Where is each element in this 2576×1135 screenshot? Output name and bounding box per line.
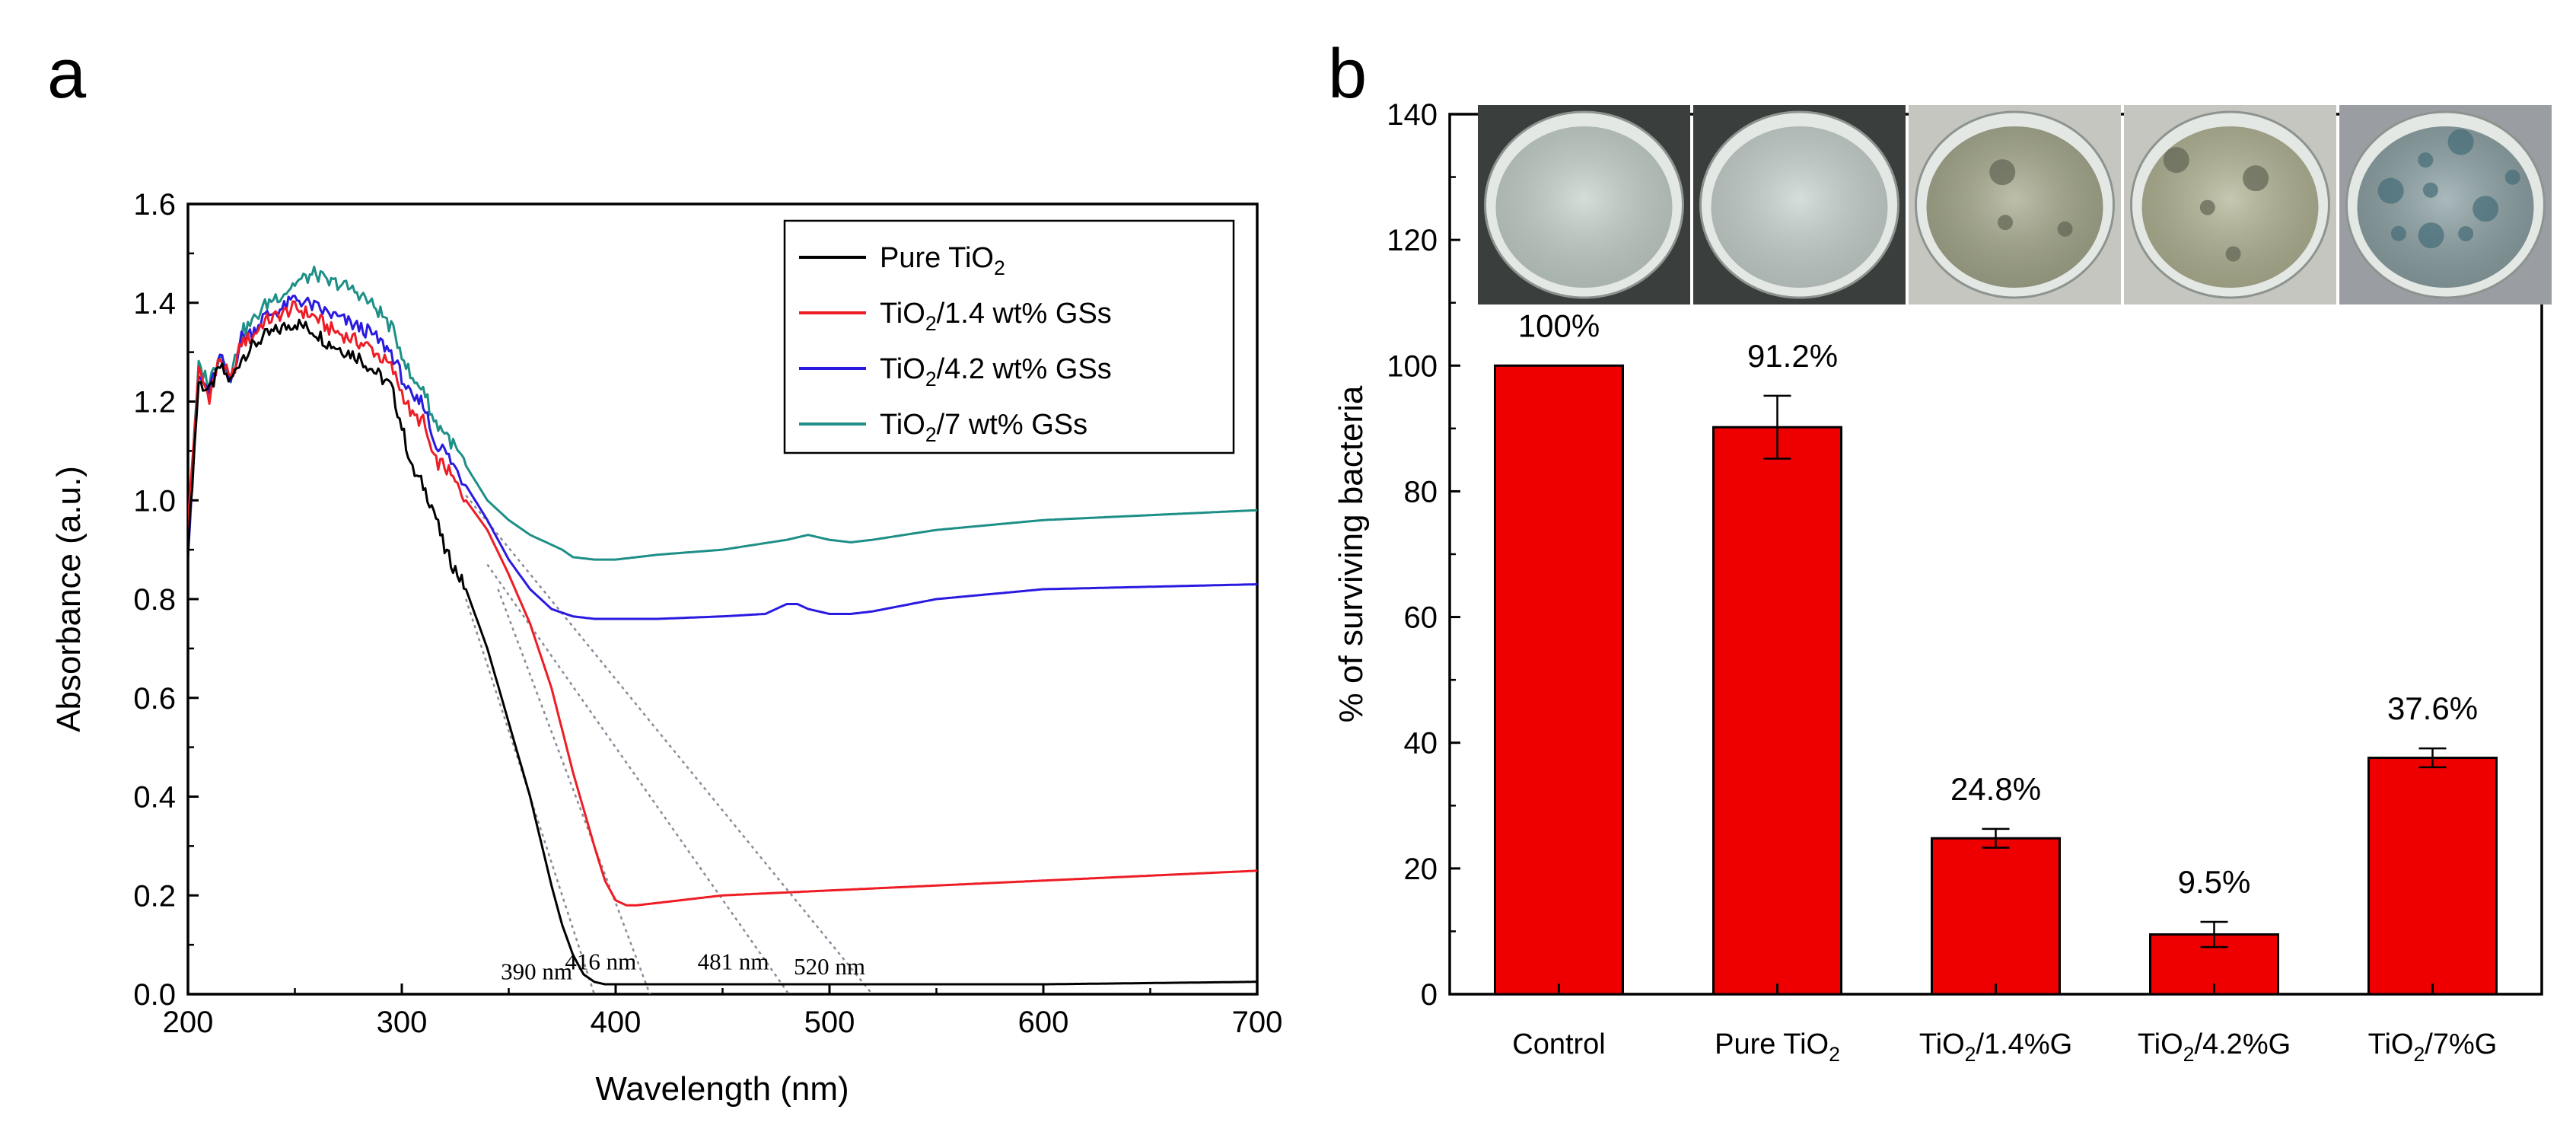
wavelength-annotation: 520 nm bbox=[794, 953, 865, 980]
legend-entry-rest: /4.2 wt% GSs bbox=[937, 353, 1112, 385]
petri-dish-photo-tio2-4-2g bbox=[2124, 105, 2336, 304]
series-line-tio2-4-2-wt-gss bbox=[188, 295, 1257, 620]
wavelength-annotation: 481 nm bbox=[698, 948, 769, 975]
y-tick-label: 40 bbox=[1404, 727, 1438, 760]
series-line-pure-tio2 bbox=[188, 318, 1257, 986]
tangent-line bbox=[486, 563, 790, 994]
legend-entry: TiO2/1.4 wt% GSs bbox=[880, 298, 1112, 335]
legend-entry-main: TiO bbox=[880, 353, 925, 385]
y-tick-label: 0.8 bbox=[133, 583, 176, 617]
bar bbox=[2367, 757, 2498, 996]
y-tick-label: 0.2 bbox=[133, 879, 176, 913]
legend-entry-rest: /7 wt% GSs bbox=[937, 409, 1088, 441]
panel-a-y-axis: 0.0 0.2 0.4 0.6 0.8 1.0 1.2 1.4 1.6 bbox=[133, 188, 199, 1012]
category-label-subscript: 2 bbox=[2183, 1043, 2195, 1066]
panel-b-x-axis: Control Pure TiO2 TiO2/1.4%G TiO2/4.2%G TiO2… bbox=[1512, 1028, 2497, 1066]
panel-a-series-lines bbox=[188, 265, 1257, 986]
y-tick-label: 1.4 bbox=[133, 287, 176, 320]
x-tick-label: 700 bbox=[1232, 1006, 1283, 1039]
bar bbox=[1494, 364, 1624, 996]
category-label: TiO2/4.2%G bbox=[2138, 1028, 2291, 1066]
series-line-tio2-7-wt-gss bbox=[188, 265, 1257, 561]
category-label-main: TiO bbox=[2138, 1028, 2183, 1060]
category-label-rest: /1.4%G bbox=[1976, 1028, 2072, 1060]
panel-b-label: b bbox=[1328, 35, 1367, 113]
x-tick-label: 400 bbox=[591, 1006, 642, 1039]
panel-b-petri-dish-photos bbox=[1478, 105, 2552, 304]
y-tick-label: 120 bbox=[1387, 224, 1438, 257]
y-tick-label: 20 bbox=[1404, 853, 1438, 886]
category-label: TiO2/1.4%G bbox=[1919, 1028, 2072, 1066]
panel-a-label: a bbox=[47, 35, 87, 113]
panel-b-bars: 100% 91.2% 24.8% 9.5% 37.6% bbox=[1494, 308, 2498, 996]
petri-dish-photo-control bbox=[1478, 105, 1690, 304]
petri-dish-photo-tio2-1-4g bbox=[1909, 105, 2121, 304]
x-tick-label: 200 bbox=[163, 1006, 214, 1039]
wavelength-annotation: 416 nm bbox=[565, 948, 636, 975]
data-label: 91.2% bbox=[1747, 338, 1838, 374]
category-label-rest: /7%G bbox=[2425, 1028, 2497, 1060]
legend-entry-main: TiO bbox=[880, 409, 925, 441]
y-tick-label: 0.0 bbox=[133, 978, 176, 1012]
y-tick-label: 1.6 bbox=[133, 188, 176, 222]
category-label-main: TiO bbox=[2368, 1028, 2414, 1060]
legend-entry-subscript: 2 bbox=[925, 312, 937, 335]
wavelength-annotation: 390 nm bbox=[501, 958, 572, 985]
series-line-tio2-1-4-wt-gss bbox=[188, 300, 1257, 907]
category-label-main: Control bbox=[1512, 1028, 1606, 1060]
y-tick-label: 0 bbox=[1421, 978, 1438, 1012]
y-tick-label: 1.0 bbox=[133, 484, 176, 518]
panel-b-y-label: % of surviving bacteria bbox=[1333, 385, 1370, 722]
legend-entry: TiO2/7 wt% GSs bbox=[880, 409, 1087, 446]
category-label-subscript: 2 bbox=[1965, 1043, 1976, 1066]
legend-entry-main: TiO bbox=[880, 298, 925, 330]
x-tick-label: 600 bbox=[1018, 1006, 1069, 1039]
panel-b-y-axis: 0 20 40 60 80 100 120 140 bbox=[1387, 98, 1460, 1012]
data-label: 9.5% bbox=[2178, 864, 2251, 900]
category-label-subscript: 2 bbox=[1829, 1043, 1840, 1066]
category-label: Control bbox=[1512, 1028, 1606, 1060]
data-label: 100% bbox=[1518, 308, 1600, 343]
legend-frame bbox=[783, 219, 1235, 454]
panel-a-x-axis: 200 300 400 500 600 700 bbox=[163, 984, 1283, 1039]
panel-b: b 0 20 40 60 80 100 120 140 100% 91.2% 24.8% 9.5% 3… bbox=[1328, 35, 2552, 1066]
y-tick-label: 100 bbox=[1387, 349, 1438, 383]
category-label-subscript: 2 bbox=[2413, 1043, 2425, 1066]
category-label-main: Pure TiO bbox=[1715, 1028, 1829, 1060]
bar bbox=[1712, 426, 1842, 996]
panel-a-tangent-lines bbox=[465, 494, 874, 994]
x-tick-label: 500 bbox=[804, 1006, 855, 1039]
panel-a: a 200 300 400 500 600 700 0.0 0.2 0.4 0.6 0.8 1.0 1… bbox=[47, 35, 1282, 1108]
panel-a-x-label: Wavelength (nm) bbox=[595, 1070, 849, 1108]
y-tick-label: 140 bbox=[1387, 98, 1438, 132]
y-tick-label: 60 bbox=[1404, 601, 1438, 635]
category-label-main: TiO bbox=[1919, 1028, 1965, 1060]
y-tick-label: 0.6 bbox=[133, 682, 176, 716]
category-label-rest: /4.2%G bbox=[2194, 1028, 2291, 1060]
x-tick-label: 300 bbox=[377, 1006, 428, 1039]
y-tick-label: 1.2 bbox=[133, 386, 176, 419]
panel-a-y-label: Absorbance (a.u.) bbox=[50, 466, 88, 732]
category-label: TiO2/7%G bbox=[2368, 1028, 2498, 1066]
petri-dish-photo-tio2-7g bbox=[2339, 105, 2552, 304]
legend-entry: Pure TiO2 bbox=[880, 242, 1005, 279]
legend-entry: TiO2/4.2 wt% GSs bbox=[880, 353, 1112, 391]
legend-entry-subscript: 2 bbox=[925, 423, 937, 446]
data-label: 24.8% bbox=[1950, 771, 2041, 807]
petri-dish-photo-pure-tio2 bbox=[1693, 105, 1906, 304]
category-label: Pure TiO2 bbox=[1715, 1028, 1840, 1066]
legend-entry-rest: /1.4 wt% GSs bbox=[937, 298, 1112, 330]
legend-entry-subscript: 2 bbox=[994, 257, 1005, 279]
y-tick-label: 0.4 bbox=[133, 781, 176, 815]
bar bbox=[1931, 837, 2061, 996]
legend-entry-subscript: 2 bbox=[925, 368, 937, 391]
data-label: 37.6% bbox=[2387, 690, 2478, 726]
y-tick-label: 80 bbox=[1404, 475, 1438, 509]
tangent-line bbox=[465, 494, 874, 994]
legend-entry-main: Pure TiO bbox=[880, 242, 994, 274]
